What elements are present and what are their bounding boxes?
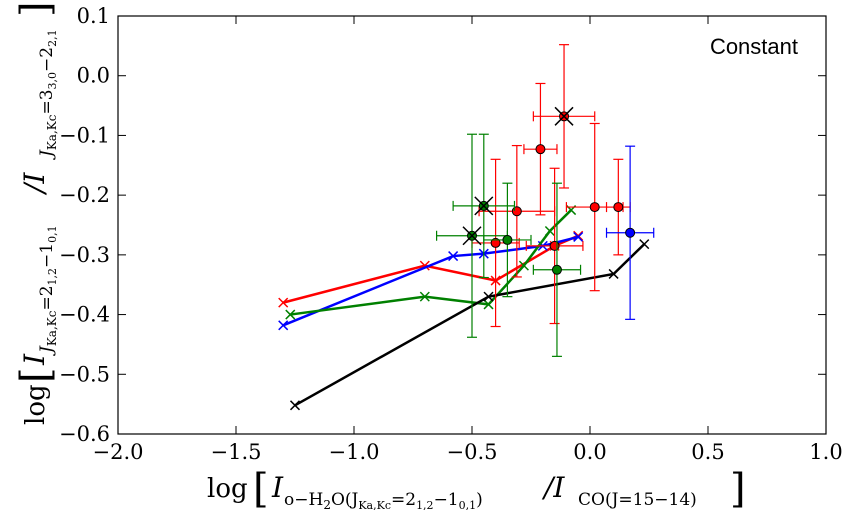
y-tick-label: −0.3	[59, 243, 110, 267]
y-tick-label: −0.2	[59, 183, 110, 207]
series-marker	[483, 299, 494, 310]
y-sub1-b: Ka,Kc	[45, 310, 59, 346]
x-sub1-f: 1,2	[416, 499, 434, 510]
data-point	[613, 202, 624, 213]
axis-ticks: −2.0 −1.5 −1.0 −0.5 0.0 0.5 1.0 −0.6 −0.5 −0.4 −0.…	[59, 4, 843, 464]
y-sub2-b: Ka,Kc	[45, 114, 59, 150]
observations	[436, 44, 655, 357]
data-point	[511, 206, 522, 217]
x-sub1-g: −1	[434, 490, 459, 510]
x-sub1-d: Ka,Kc	[358, 499, 391, 510]
data-point	[502, 234, 513, 245]
x-axis-label: log [ I o−H2O(JKa,Kc=21,2−10,1) /I CO(J=…	[207, 466, 746, 510]
x-tick-label: −0.5	[447, 440, 498, 464]
x-label-sub1: o−H2O(JKa,Kc=21,2−10,1)	[284, 490, 483, 510]
y-axis-label: log [ I JKa,Kc=21,2−10,1 /I JKa,Kc=33,0−…	[13, 1, 59, 425]
y-label-main: I	[18, 353, 51, 366]
highlight-cross	[474, 196, 494, 216]
y-tick-label: −0.1	[59, 123, 110, 147]
series-marker	[573, 231, 584, 242]
y-label-sub1: JKa,Kc=21,2−10,1	[37, 225, 59, 356]
y-sub1-d: 1,2	[46, 268, 59, 286]
series-marker	[608, 268, 619, 279]
x-label-bracket-close: ]	[730, 466, 746, 510]
series-marker	[483, 291, 494, 302]
y-sub2-e: −2	[37, 47, 57, 72]
x-sub1-b: 2	[323, 498, 331, 510]
y-tick-label: 0.1	[77, 4, 110, 28]
y-label-bracket-close: ]	[13, 1, 59, 17]
x-label-sub2: CO(J=15−14)	[578, 490, 697, 510]
series-marker	[289, 400, 301, 411]
x-sub1-h: 0,1	[459, 499, 477, 510]
data-point	[589, 202, 600, 213]
series-marker	[278, 297, 289, 308]
y-tick-label: −0.4	[59, 303, 110, 327]
data-point	[551, 264, 562, 275]
y-sub2-f: 2,1	[46, 29, 59, 47]
y-tick-label: 0.0	[77, 64, 110, 88]
y-tick-label: −0.6	[59, 422, 110, 446]
series-marker	[278, 320, 289, 331]
y-sub1-f: 0,1	[46, 225, 59, 243]
y-sub2-d: 3,0	[46, 72, 59, 90]
x-tick-label: −1.0	[329, 440, 380, 464]
highlight-cross	[462, 226, 482, 246]
y-sub1-c: =2	[37, 285, 57, 310]
highlight-cross	[554, 106, 574, 126]
x-tick-label: −2.0	[93, 440, 144, 464]
data-point	[535, 144, 546, 155]
x-sub1-e: =2	[391, 490, 416, 510]
x-tick-label: 0.0	[573, 440, 606, 464]
data-point	[549, 240, 560, 251]
series-line	[294, 243, 646, 407]
y-sub1-a: J	[37, 345, 57, 356]
x-sub1-a: o−H	[284, 490, 323, 510]
series-marker	[518, 260, 529, 271]
series-marker	[639, 239, 650, 250]
y-label-bracket-open: [	[13, 367, 59, 383]
y-label-slash: /I	[18, 172, 51, 196]
x-tick-label: 0.5	[691, 440, 724, 464]
x-tick-label: 1.0	[809, 440, 842, 464]
series-marker	[448, 251, 459, 262]
x-label-prefix: log	[207, 474, 248, 504]
data-point	[625, 227, 636, 238]
annotation-label: Constant	[710, 34, 798, 59]
y-label-prefix: log	[21, 384, 51, 425]
series-marker	[419, 291, 430, 302]
x-label-main: I	[271, 471, 284, 504]
y-tick-label: −0.5	[59, 362, 110, 386]
x-label-bracket-open: [	[253, 466, 269, 510]
x-sub1-i: )	[476, 490, 483, 510]
series-marker	[285, 309, 296, 320]
y-label-sub2: JKa,Kc=33,0−22,1	[37, 29, 59, 160]
data-point	[490, 237, 501, 248]
x-sub1-c: O(J	[331, 490, 359, 510]
series-marker	[544, 225, 555, 237]
y-sub2-c: =3	[37, 89, 57, 114]
x-tick-label: −1.5	[211, 440, 262, 464]
x-label-slash: /I	[541, 471, 565, 504]
y-sub1-e: −1	[37, 243, 57, 268]
y-sub2-a: J	[37, 149, 57, 160]
